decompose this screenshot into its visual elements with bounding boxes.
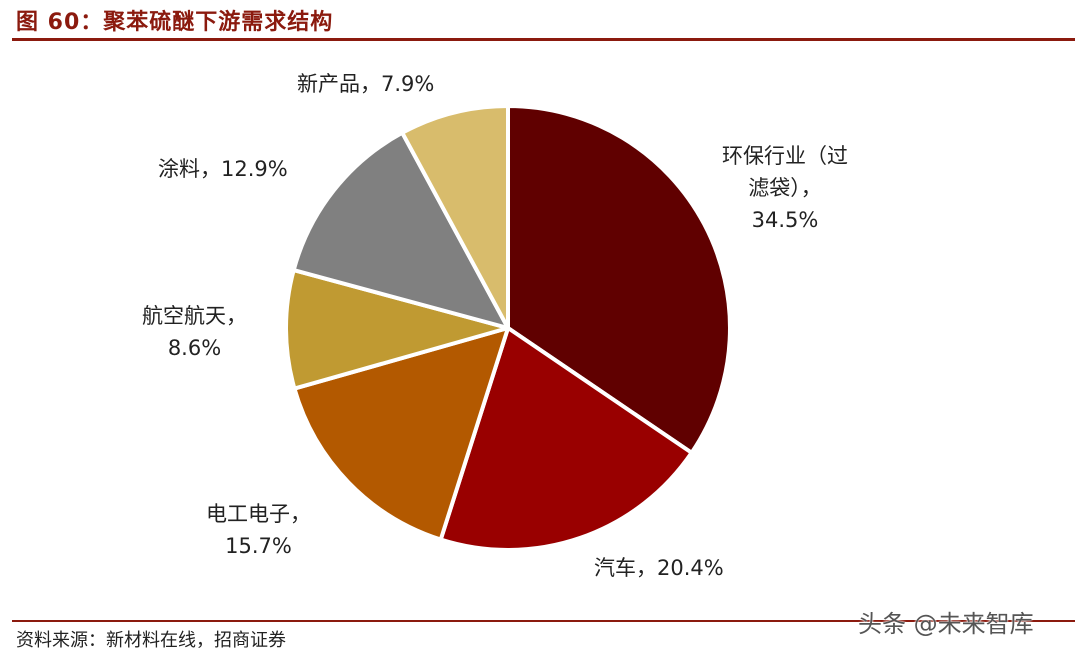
bottom-rule — [12, 620, 1075, 622]
pie-slice-2 — [292, 326, 510, 542]
label-line: 涂料，12.9% — [158, 157, 288, 181]
slice-label-environmental: 环保行业（过 滤袋）， 34.5% — [722, 140, 848, 236]
pie-slice-5 — [400, 104, 510, 330]
slice-label-new-products: 新产品，7.9% — [297, 68, 434, 100]
slice-label-aerospace: 航空航天， 8.6% — [142, 300, 247, 364]
pie-slice-0 — [506, 104, 732, 455]
label-line: 航空航天， — [142, 304, 247, 328]
watermark: 头条 @未来智库 — [858, 610, 1034, 638]
label-line: 8.6% — [167, 336, 222, 360]
label-line: 汽车，20.4% — [594, 556, 724, 580]
label-line: 15.7% — [225, 534, 292, 558]
top-rule — [12, 38, 1075, 41]
slice-label-electrical: 电工电子， 15.7% — [206, 498, 311, 562]
label-line: 新产品，7.9% — [297, 72, 435, 96]
label-line: 34.5% — [751, 208, 819, 232]
source-note: 资料来源：新材料在线，招商证券 — [16, 630, 286, 651]
label-line: 滤袋）， — [748, 176, 822, 200]
pie-slice-1 — [438, 326, 694, 552]
pie-slice-4 — [291, 130, 510, 330]
label-line: 电工电子， — [206, 502, 311, 526]
slice-label-automotive: 汽车，20.4% — [594, 552, 724, 584]
slice-label-coatings: 涂料，12.9% — [158, 153, 288, 185]
pie-slice-3 — [284, 268, 510, 391]
label-line: 环保行业（过 — [722, 144, 848, 168]
figure-title: 图 60：聚苯硫醚下游需求结构 — [16, 10, 334, 35]
